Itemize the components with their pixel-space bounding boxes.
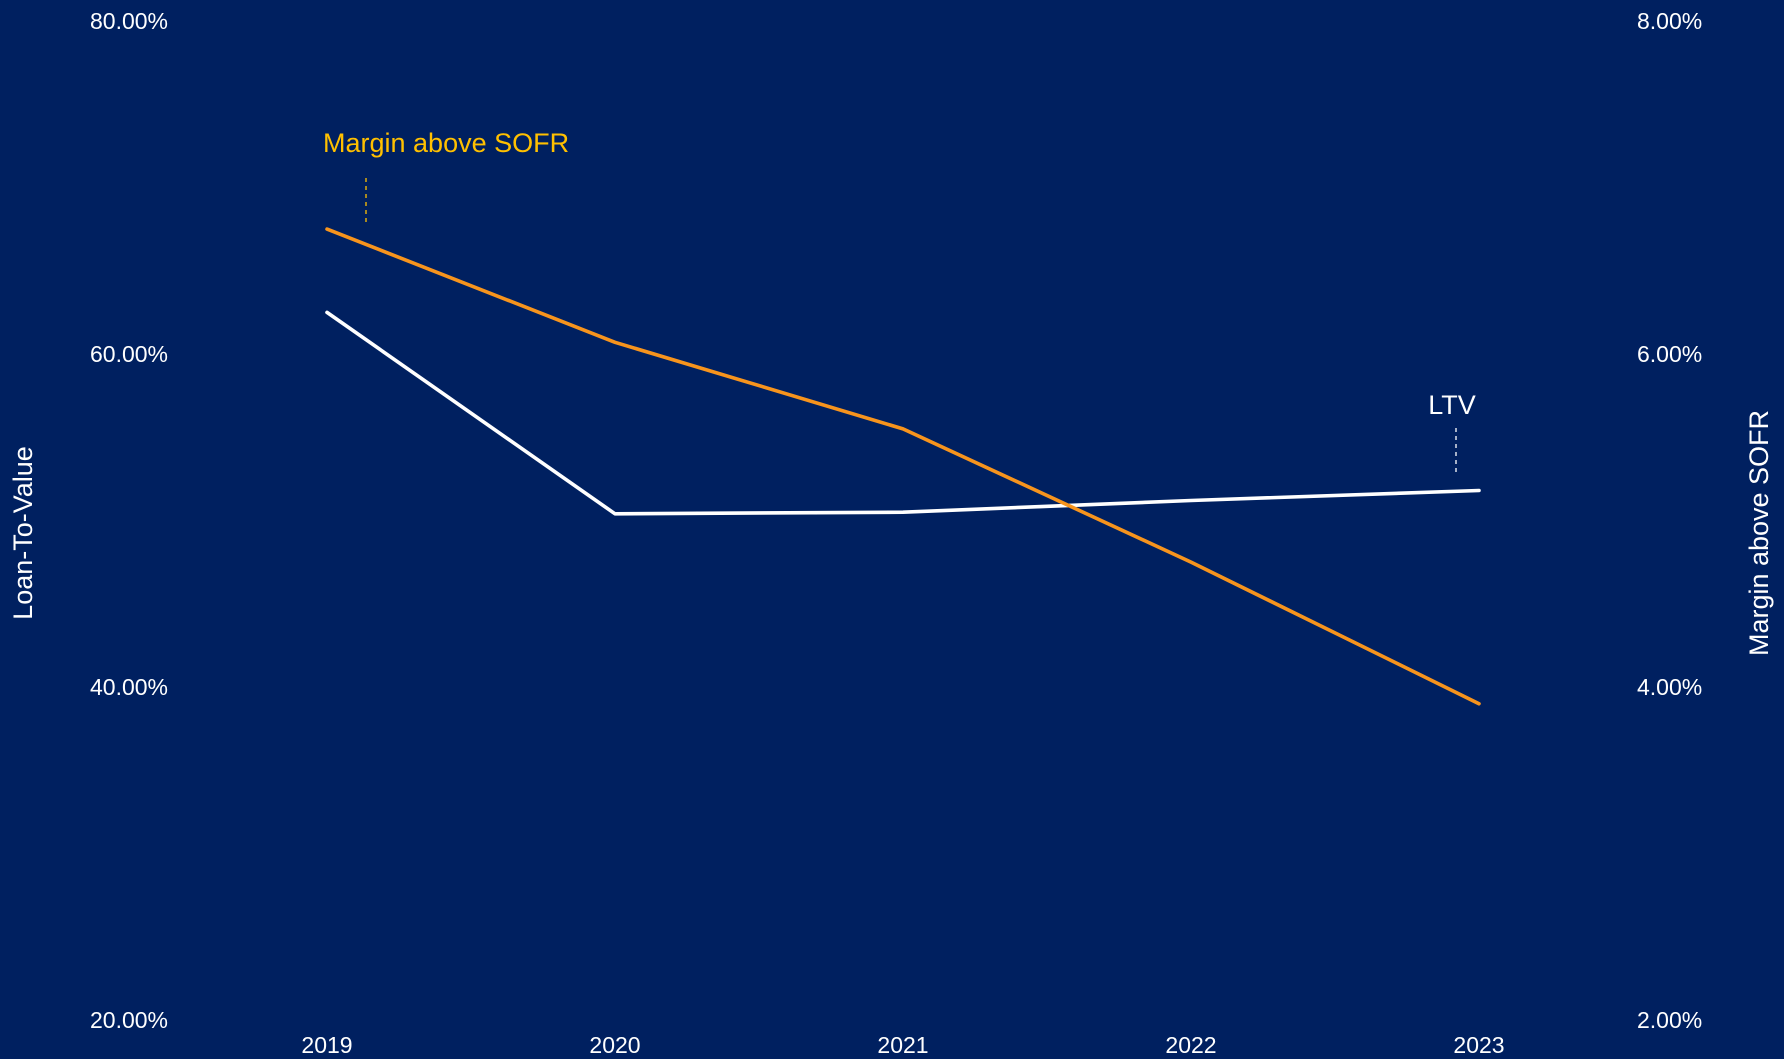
left-axis-tick-label: 20.00% (90, 1007, 168, 1033)
right-axis-ticks: 2.00% 4.00% 6.00% 8.00% (1637, 8, 1702, 1033)
series-layer (325, 227, 1481, 706)
right-axis-tick-label: 4.00% (1637, 674, 1702, 700)
x-axis-tick-label: 2021 (877, 1032, 928, 1058)
margin-series-annotation: Margin above SOFR (323, 128, 569, 222)
x-axis-ticks: 2019 2020 2021 2022 2023 (301, 1032, 1504, 1058)
x-axis-tick-label: 2022 (1165, 1032, 1216, 1058)
left-axis-ticks: 20.00% 40.00% 60.00% 80.00% (90, 8, 168, 1033)
x-axis-tick-label: 2023 (1453, 1032, 1504, 1058)
right-axis-tick-label: 2.00% (1637, 1007, 1702, 1033)
right-axis-tick-label: 8.00% (1637, 8, 1702, 34)
right-axis-tick-label: 6.00% (1637, 341, 1702, 367)
x-axis-tick-label: 2020 (589, 1032, 640, 1058)
ltv-annotation-label: LTV (1428, 390, 1476, 420)
ltv-series-annotation: LTV (1428, 390, 1476, 472)
x-axis-tick-label: 2019 (301, 1032, 352, 1058)
left-axis-tick-label: 80.00% (90, 8, 168, 34)
left-axis-tick-label: 40.00% (90, 674, 168, 700)
left-axis-tick-label: 60.00% (90, 341, 168, 367)
series-line-ltv (325, 310, 1481, 516)
left-axis-title: Loan-To-Value (8, 446, 38, 620)
series-line-margin-above-sofr (325, 227, 1481, 706)
margin-annotation-label: Margin above SOFR (323, 128, 569, 158)
right-axis-title: Margin above SOFR (1744, 410, 1774, 656)
